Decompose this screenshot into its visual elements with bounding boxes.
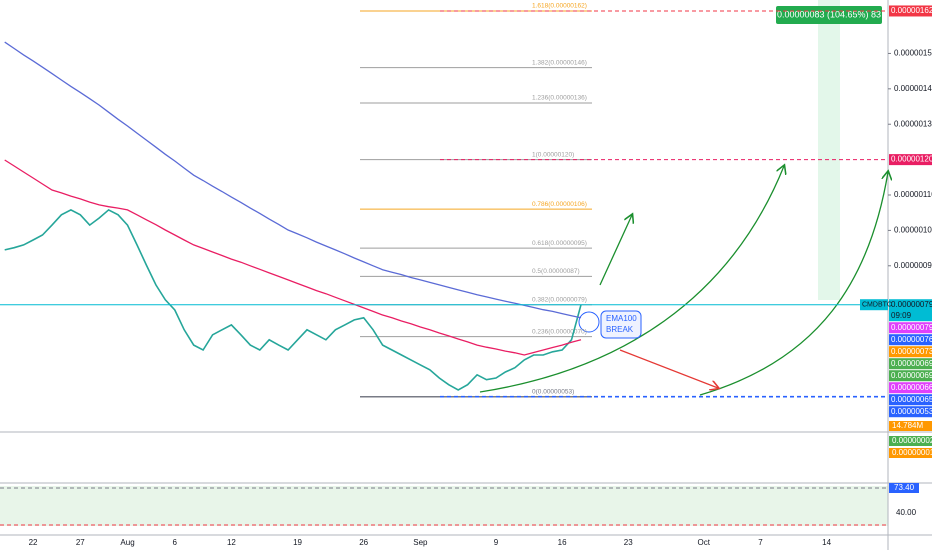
fib-label: 0(0.00000053) — [532, 388, 574, 395]
fib-label: 0.5(0.00000087) — [532, 268, 580, 275]
arrow — [479, 166, 784, 393]
fib-label: 1.618(0.00000162) — [532, 3, 587, 10]
arrow — [599, 215, 632, 286]
macd-box — [889, 448, 932, 458]
arrow — [619, 349, 718, 388]
price-label: 0.00000069 — [891, 359, 932, 368]
annotation: EMA100 — [606, 314, 637, 323]
x-tick-label: 27 — [76, 538, 85, 547]
volume-box — [889, 421, 932, 431]
fib-label: 0.382(0.00000079) — [532, 296, 587, 303]
rsi-label: 40.00 — [896, 508, 917, 517]
fib-label: 0.236(0.00000070) — [532, 328, 587, 335]
price-label: 0.00000120 — [891, 155, 932, 164]
fib-label: 1.236(0.00000136) — [532, 95, 587, 102]
series-line — [4, 208, 582, 391]
price-box — [889, 322, 932, 334]
x-tick-label: 12 — [227, 538, 236, 547]
price-label: 0.00000162 — [891, 6, 932, 15]
break-circle — [578, 311, 600, 333]
macd-box — [889, 436, 932, 446]
rsi-label: 73.40 — [894, 483, 915, 492]
price-box — [889, 334, 932, 346]
fib-label: 1.382(0.00000146) — [532, 59, 587, 66]
price-box — [889, 406, 932, 418]
macd-label: 0.00000002 — [892, 436, 932, 445]
x-tick-label: Aug — [120, 538, 134, 547]
rsi-band — [0, 486, 888, 526]
price-box — [889, 382, 932, 394]
x-tick-label: 22 — [29, 538, 38, 547]
rsi-box — [889, 483, 919, 493]
price-label: 0.00000053 — [891, 407, 932, 416]
annotation: BREAK — [606, 325, 634, 334]
price-box — [889, 370, 932, 382]
macd-label: 0.00000001 — [892, 448, 932, 457]
x-tick-label: 14 — [822, 538, 831, 547]
x-tick-label: 19 — [293, 538, 302, 547]
symbol-label: CMDBTC — [862, 302, 892, 309]
fib-label: 1(0.00000120) — [532, 151, 574, 158]
target-label: 0.00000083 (104.65%) 83 — [777, 9, 881, 19]
symbol-box — [860, 299, 888, 311]
x-tick-label: 26 — [359, 538, 368, 547]
price-label: 0.00000069 — [891, 371, 932, 380]
target-zone — [818, 0, 840, 300]
price-label: 0.00000076 — [891, 335, 932, 344]
series-line — [4, 159, 582, 356]
price-box — [889, 299, 932, 322]
volume-label: 14.784M — [892, 421, 923, 430]
price-label: 0.00000079 — [891, 300, 932, 309]
x-tick-label: Sep — [413, 538, 428, 547]
x-tick-label: 9 — [494, 538, 499, 547]
arrow — [699, 172, 888, 396]
x-tick-label: 16 — [558, 538, 567, 547]
price-box — [889, 154, 932, 166]
annotation-box — [600, 310, 642, 339]
x-tick-label: 7 — [758, 538, 763, 547]
price-box — [889, 358, 932, 370]
price-time: 09:09 — [891, 311, 912, 320]
price-box — [889, 394, 932, 406]
price-label: 0.00000066 — [891, 383, 932, 392]
x-tick-label: Oct — [698, 538, 711, 547]
price-label: 0.00000073 — [891, 347, 932, 356]
fib-label: 0.618(0.00000095) — [532, 240, 587, 247]
fib-label: 0.786(0.00000106) — [532, 201, 587, 208]
price-label: 0.00000079 — [891, 323, 932, 332]
y-tick-label: 0.00000090 — [894, 261, 932, 270]
price-box — [889, 346, 932, 358]
price-label: 0.00000065 — [891, 395, 932, 404]
price-box — [889, 5, 932, 17]
y-tick-label: 0.00000110 — [894, 190, 932, 199]
x-tick-label: 6 — [173, 538, 178, 547]
series-line — [4, 41, 582, 319]
x-tick-label: 23 — [624, 538, 633, 547]
